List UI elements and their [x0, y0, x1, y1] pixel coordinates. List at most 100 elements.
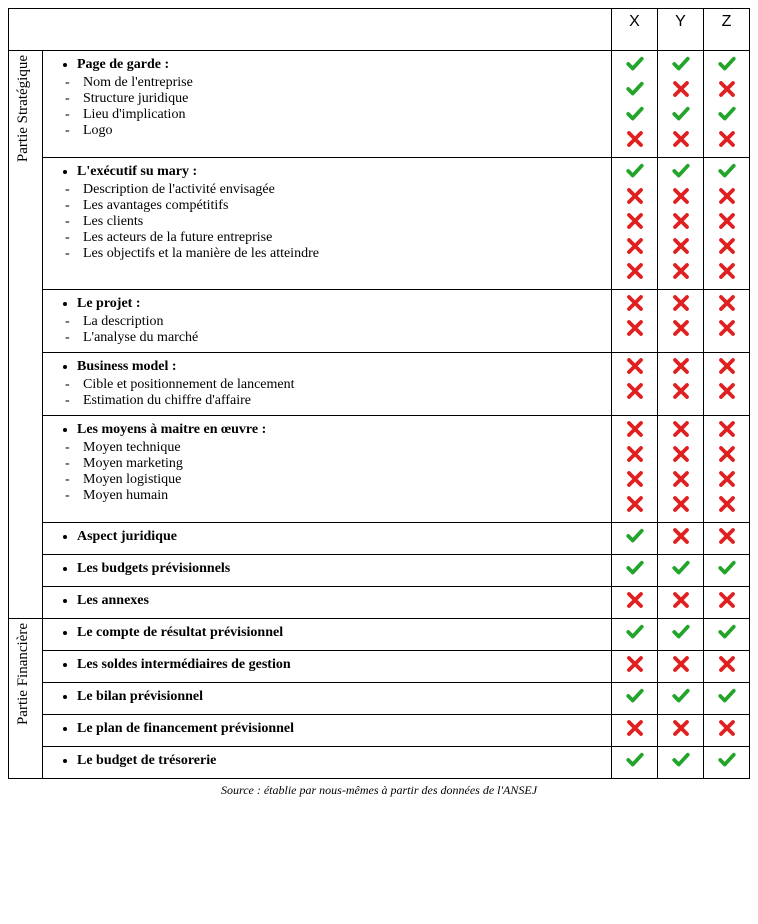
check-icon [626, 80, 644, 98]
content-cell: Les soldes intermédiaires de gestion [43, 651, 612, 683]
mark-cell-x [612, 158, 658, 290]
cross-icon [626, 719, 644, 737]
section-title: Les annexes [77, 593, 605, 609]
mark-cell-y [658, 619, 704, 651]
section-item: Lieu d'implication [83, 107, 605, 123]
cross-icon [718, 212, 736, 230]
mark-cell-z [704, 715, 750, 747]
table-row: L'exécutif su mary :Description de l'act… [9, 158, 750, 290]
mark-cell-z [704, 290, 750, 353]
section-title: Les moyens à maitre en œuvre : [77, 422, 605, 438]
mark-cell-y [658, 416, 704, 523]
source-note: Source : établie par nous-mêmes à partir… [8, 783, 750, 798]
cross-icon [672, 591, 690, 609]
cross-icon [672, 420, 690, 438]
cross-icon [672, 655, 690, 673]
cross-icon [718, 445, 736, 463]
mark-cell-y [658, 51, 704, 158]
check-icon [718, 687, 736, 705]
cross-icon [718, 187, 736, 205]
cross-icon [626, 420, 644, 438]
cross-icon [626, 187, 644, 205]
mark-cell-z [704, 51, 750, 158]
mark-cell-z [704, 555, 750, 587]
cross-icon [626, 382, 644, 400]
table-row: Le bilan prévisionnel [9, 683, 750, 715]
table-row: Business model : Cible et positionnement … [9, 353, 750, 416]
section-item: Les avantages compétitifs [83, 198, 605, 214]
cross-icon [626, 130, 644, 148]
check-icon [718, 55, 736, 73]
comparison-table: X Y Z Partie StratégiquePage de garde :N… [8, 8, 750, 779]
content-cell: L'exécutif su mary :Description de l'act… [43, 158, 612, 290]
section-item: Moyen humain [83, 488, 605, 504]
content-cell: Les moyens à maitre en œuvre : Moyen tech… [43, 416, 612, 523]
table-row: Aspect juridique [9, 523, 750, 555]
mark-cell-x [612, 619, 658, 651]
section-item: Logo [83, 123, 605, 139]
mark-cell-z [704, 683, 750, 715]
mark-cell-z [704, 587, 750, 619]
cross-icon [718, 357, 736, 375]
mark-cell-x [612, 715, 658, 747]
cross-icon [718, 382, 736, 400]
cross-icon [672, 470, 690, 488]
section-item: Cible et positionnement de lancement [83, 377, 605, 393]
cross-icon [626, 591, 644, 609]
mark-cell-y [658, 290, 704, 353]
cross-icon [718, 655, 736, 673]
cross-icon [626, 319, 644, 337]
table-row: Partie StratégiquePage de garde :Nom de … [9, 51, 750, 158]
check-icon [718, 751, 736, 769]
check-icon [672, 105, 690, 123]
check-icon [626, 559, 644, 577]
mark-cell-y [658, 651, 704, 683]
table-row: Les soldes intermédiaires de gestion [9, 651, 750, 683]
table-row: Les budgets prévisionnels [9, 555, 750, 587]
section-item: Moyen technique [83, 440, 605, 456]
content-cell: Les budgets prévisionnels [43, 555, 612, 587]
mark-cell-y [658, 587, 704, 619]
cross-icon [626, 212, 644, 230]
cross-icon [626, 470, 644, 488]
cross-icon [718, 495, 736, 513]
cross-icon [718, 319, 736, 337]
cross-icon [672, 80, 690, 98]
check-icon [718, 559, 736, 577]
section-title: Business model : [77, 359, 605, 375]
cross-icon [718, 262, 736, 280]
cross-icon [672, 130, 690, 148]
table-row: Le plan de financement prévisionnel [9, 715, 750, 747]
section-title: Aspect juridique [77, 529, 605, 545]
mark-cell-z [704, 651, 750, 683]
section-item: Nom de l'entreprise [83, 75, 605, 91]
mark-cell-x [612, 523, 658, 555]
mark-cell-y [658, 158, 704, 290]
content-cell: Le projet :La descriptionL'analyse du ma… [43, 290, 612, 353]
check-icon [626, 623, 644, 641]
section-title: Le plan de financement prévisionnel [77, 721, 605, 737]
mark-cell-y [658, 683, 704, 715]
section-item: Description de l'activité envisagée [83, 182, 605, 198]
table-row: Le budget de trésorerie [9, 747, 750, 779]
mark-cell-x [612, 747, 658, 779]
cross-icon [626, 294, 644, 312]
cross-icon [626, 357, 644, 375]
cross-icon [626, 495, 644, 513]
cross-icon [672, 719, 690, 737]
section-title: Le compte de résultat prévisionnel [77, 625, 605, 641]
cross-icon [672, 527, 690, 545]
section-title: Le budget de trésorerie [77, 753, 605, 769]
cross-icon [672, 495, 690, 513]
table-row: Le projet :La descriptionL'analyse du ma… [9, 290, 750, 353]
financial-vlabel: Partie Financière [9, 619, 43, 779]
section-item: La description [83, 314, 605, 330]
cross-icon [718, 719, 736, 737]
table-row: Partie FinancièreLe compte de résultat p… [9, 619, 750, 651]
check-icon [626, 527, 644, 545]
content-cell: Business model : Cible et positionnement … [43, 353, 612, 416]
section-title: Les soldes intermédiaires de gestion [77, 657, 605, 673]
mark-cell-y [658, 747, 704, 779]
mark-cell-x [612, 416, 658, 523]
cross-icon [626, 655, 644, 673]
